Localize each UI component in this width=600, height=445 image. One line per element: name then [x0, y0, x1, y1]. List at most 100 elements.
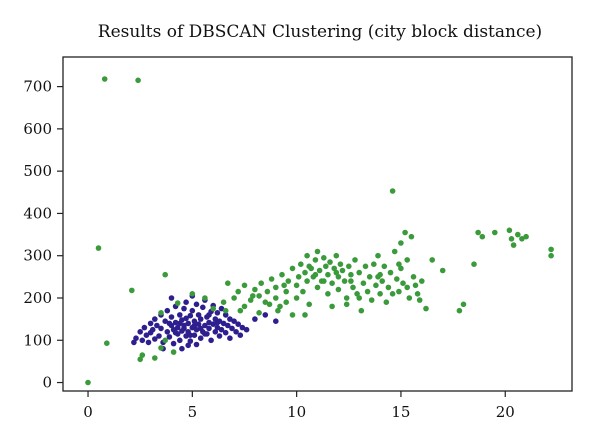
data-point-s1-1: [95, 245, 102, 251]
data-point-s0-42: [189, 307, 196, 314]
data-point-s1-81: [368, 297, 375, 303]
data-point-s1-18: [220, 299, 227, 306]
data-point-s0-77: [229, 325, 235, 332]
data-point-s0-6: [145, 339, 152, 346]
data-point-s1-19: [225, 280, 231, 287]
data-point-s0-52: [200, 304, 206, 311]
data-point-s1-15: [189, 291, 196, 297]
data-point-s0-46: [193, 326, 200, 333]
data-point-s1-132: [358, 307, 365, 314]
data-point-s1-22: [241, 303, 248, 310]
data-point-s0-100: [202, 331, 208, 337]
data-point-s1-73: [352, 257, 358, 263]
y-tick-label-7: 700: [23, 78, 52, 96]
data-point-s1-144: [333, 269, 340, 276]
data-point-s1-136: [321, 278, 327, 284]
data-point-s1-93: [391, 248, 398, 255]
data-point-s0-7: [147, 320, 154, 327]
data-point-s0-78: [231, 318, 237, 325]
data-point-s0-101: [206, 312, 212, 318]
data-point-s1-139: [396, 261, 402, 268]
data-point-s0-11: [152, 316, 158, 322]
data-point-s1-16: [202, 295, 208, 301]
data-point-s1-17: [210, 305, 216, 312]
data-point-s0-76: [227, 335, 233, 342]
data-point-s0-15: [158, 325, 164, 332]
data-point-s0-53: [202, 322, 208, 329]
data-point-s1-67: [339, 267, 346, 274]
y-tick-label-2: 200: [23, 289, 52, 307]
data-point-s1-92: [389, 188, 396, 194]
data-point-s1-80: [366, 274, 373, 280]
data-point-s1-65: [335, 286, 342, 293]
data-point-s1-54: [316, 267, 323, 274]
data-point-s0-18: [164, 329, 171, 335]
data-point-s1-88: [381, 263, 388, 270]
data-point-s0-12: [154, 322, 160, 329]
data-point-s1-99: [402, 229, 408, 236]
data-point-s1-138: [375, 274, 381, 280]
data-point-s1-59: [325, 271, 331, 278]
points-layer: [85, 76, 554, 386]
data-point-s0-19: [164, 307, 171, 314]
data-point-s1-56: [321, 254, 327, 261]
data-point-s0-43: [191, 332, 198, 339]
data-point-s0-28: [174, 324, 181, 331]
data-point-s0-99: [183, 315, 189, 322]
data-point-s1-47: [304, 252, 310, 259]
data-point-s1-12: [162, 271, 168, 278]
data-point-s1-94: [394, 276, 400, 282]
data-point-s1-45: [302, 269, 308, 276]
data-point-s1-134: [404, 284, 411, 291]
data-point-s0-13: [156, 333, 162, 339]
data-point-s1-112: [460, 301, 467, 308]
data-point-s0-91: [273, 318, 279, 325]
data-point-s0-66: [214, 310, 221, 316]
data-point-s1-109: [429, 257, 436, 263]
x-tick-label-2: 10: [287, 403, 306, 421]
data-point-s1-14: [174, 300, 181, 306]
data-point-s0-37: [185, 320, 191, 327]
data-point-s1-82: [371, 261, 377, 268]
data-point-s1-53: [314, 248, 321, 255]
data-point-s1-46: [304, 278, 310, 284]
data-point-s1-24: [247, 297, 254, 303]
data-point-s1-114: [475, 229, 481, 236]
y-tick-label-3: 300: [23, 247, 52, 265]
data-point-s1-57: [323, 263, 329, 270]
data-point-s1-64: [335, 274, 342, 280]
data-point-s1-135: [312, 271, 319, 278]
data-point-s0-49: [197, 335, 204, 342]
data-point-s1-62: [331, 265, 338, 272]
data-point-s1-51: [312, 257, 319, 263]
data-point-s0-96: [197, 325, 204, 332]
x-axis: 0 5 10 15 20: [83, 391, 515, 421]
y-axis: 0 100 200 300 400 500 600 700: [23, 78, 63, 392]
data-point-s0-45: [193, 301, 200, 308]
data-point-s1-35: [283, 288, 290, 295]
data-point-s1-101: [406, 295, 413, 301]
data-point-s1-95: [396, 288, 402, 295]
x-tick-label-4: 20: [496, 403, 515, 421]
data-point-s1-85: [377, 291, 383, 297]
data-point-s0-48: [195, 312, 202, 318]
data-point-s0-81: [237, 332, 244, 339]
data-point-s1-140: [250, 293, 256, 299]
data-point-s0-74: [225, 322, 231, 329]
data-point-s1-87: [379, 278, 386, 284]
data-point-s1-60: [327, 259, 333, 265]
data-point-s1-32: [273, 284, 279, 291]
data-point-s1-3: [104, 340, 110, 347]
x-tick-label-1: 5: [188, 403, 198, 421]
y-tick-label-6: 600: [23, 120, 52, 138]
data-point-s0-93: [177, 320, 183, 327]
data-point-s1-68: [341, 278, 348, 284]
data-point-s1-77: [360, 280, 367, 287]
data-point-s1-129: [302, 312, 308, 318]
data-point-s1-8: [152, 355, 158, 361]
data-point-s0-23: [170, 340, 177, 347]
data-point-s1-20: [231, 295, 237, 301]
data-point-s1-79: [364, 288, 371, 295]
data-point-s0-63: [212, 329, 219, 335]
data-point-s1-25: [252, 286, 258, 293]
